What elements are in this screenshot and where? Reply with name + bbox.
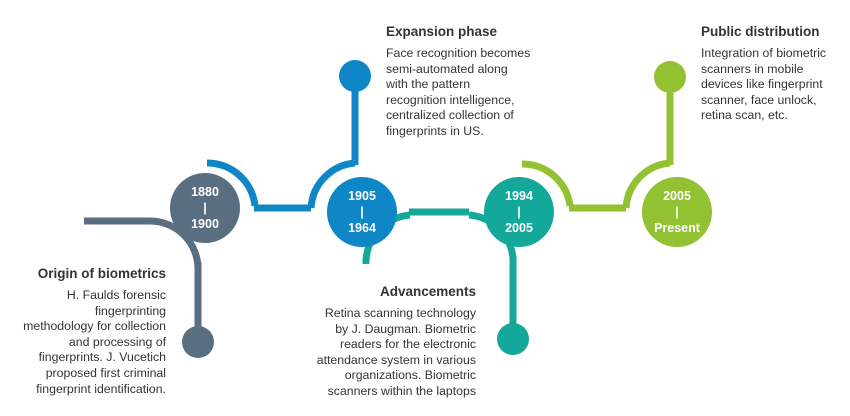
line: and processing of xyxy=(68,334,166,349)
line: fingerprinting xyxy=(94,303,166,318)
milestone-description: Integration of biometric scanners in mob… xyxy=(701,46,847,124)
year-start: 2005 xyxy=(663,189,691,203)
line: Retina scanning technology xyxy=(324,306,476,320)
line: scanners within the laptops xyxy=(327,383,476,398)
year-end: 1964 xyxy=(348,221,376,235)
line: attendance system in various xyxy=(316,352,476,367)
year-end: Present xyxy=(654,221,700,235)
end-dot-expansion xyxy=(339,60,371,92)
year-circle-public xyxy=(642,177,712,247)
milestone-title: Origin of biometrics xyxy=(37,266,166,281)
line: fingerprint identification. xyxy=(36,381,166,396)
milestone-description: H. Faulds forensic fingerprinting method… xyxy=(4,288,166,397)
year-separator: | xyxy=(360,205,364,219)
year-separator: | xyxy=(203,201,207,215)
line: scanner, face unlock, xyxy=(701,92,817,107)
line: semi-automated along xyxy=(386,61,508,76)
line: recognition intelligence, xyxy=(386,92,515,107)
era-label-public: 2005 | Present xyxy=(642,188,712,236)
line: proposed first criminal xyxy=(45,365,166,380)
milestone-description: Retina scanning technology by J. Daugman… xyxy=(300,306,476,400)
milestone-title: Expansion phase xyxy=(386,24,498,39)
line: organizations. Biometric xyxy=(344,368,476,383)
line: with the pattern xyxy=(386,77,471,92)
year-circle-origin xyxy=(170,173,240,243)
era-label-expansion: 1905 | 1964 xyxy=(327,188,397,236)
milestone-block-public: Public distribution Integration of biome… xyxy=(701,24,847,124)
line: Integration of biometric xyxy=(701,46,827,60)
line: by J. Daugman. Biometric xyxy=(335,321,476,336)
year-start: 1905 xyxy=(348,189,376,203)
year-end: 1900 xyxy=(191,217,219,231)
milestone-block-expansion: Expansion phase Face recognition becomes… xyxy=(386,24,576,140)
connector-expansion xyxy=(206,82,359,212)
connector-public xyxy=(521,82,674,212)
line: Face recognition becomes xyxy=(386,46,531,60)
year-circle-expansion xyxy=(327,177,397,247)
end-dot-advancements xyxy=(497,323,529,355)
milestone-block-origin: Origin of biometrics H. Faulds forensic … xyxy=(4,266,166,397)
line: centralized collection of xyxy=(386,108,514,123)
line: scanners in mobile xyxy=(701,61,804,76)
year-end: 2005 xyxy=(505,221,533,235)
arc-upper-left xyxy=(206,159,259,207)
line: fingerprints in US. xyxy=(386,123,484,138)
arc-upper-right xyxy=(622,159,671,209)
arc-upper-left xyxy=(521,160,574,207)
end-dot-public xyxy=(654,61,686,93)
end-dot-origin xyxy=(182,326,214,358)
milestone-title: Public distribution xyxy=(701,24,820,39)
line: fingerprints. J. Vucetich xyxy=(38,350,166,365)
milestone-block-advancements: Advancements Retina scanning technology … xyxy=(300,284,476,400)
arc-upper-right xyxy=(307,159,356,209)
line: devices like fingerprint xyxy=(701,77,823,92)
year-start: 1994 xyxy=(505,189,533,203)
year-separator: | xyxy=(675,205,679,219)
line: retina scan, etc. xyxy=(701,108,788,123)
year-start: 1880 xyxy=(191,185,219,199)
milestone-description: Face recognition becomes semi-automated … xyxy=(386,46,576,140)
line: H. Faulds forensic xyxy=(66,288,166,302)
era-label-origin: 1880 | 1900 xyxy=(170,184,240,232)
line: methodology for collection xyxy=(23,319,166,334)
year-circle-advancements xyxy=(484,177,554,247)
era-label-advancements: 1994 | 2005 xyxy=(484,188,554,236)
year-separator: | xyxy=(517,205,521,219)
line: readers for the electronic xyxy=(339,337,476,352)
milestone-title: Advancements xyxy=(379,284,476,299)
